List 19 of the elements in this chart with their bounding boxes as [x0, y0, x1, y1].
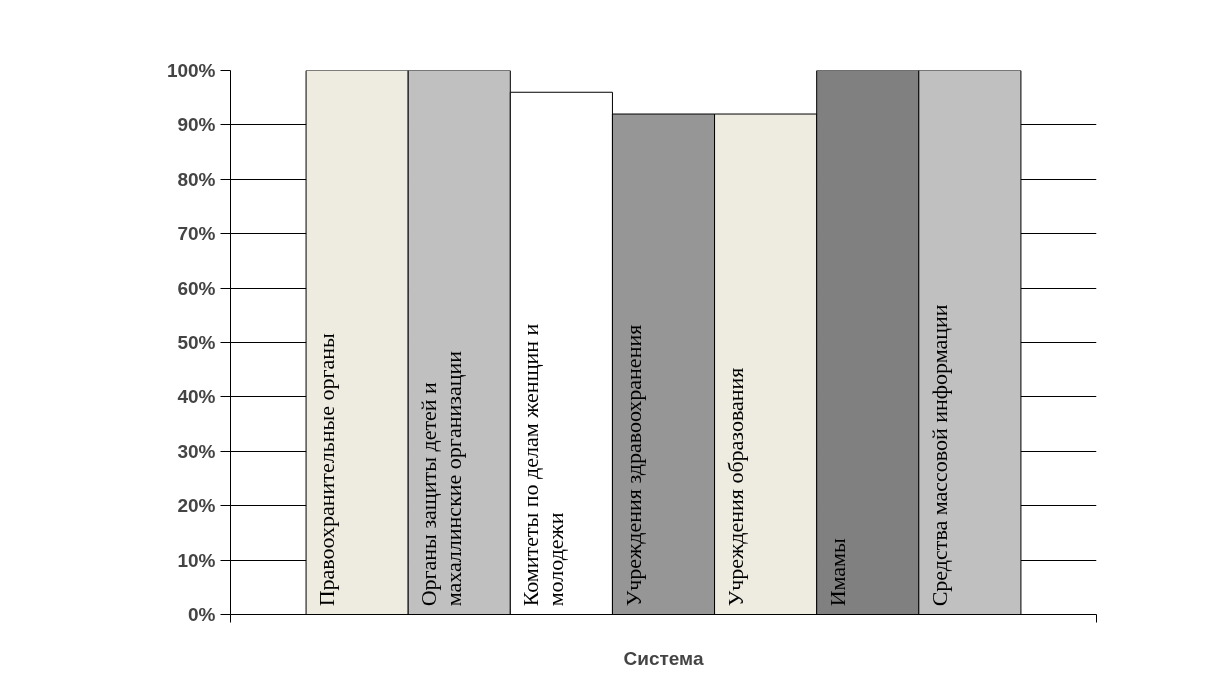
y-tick-label: 80%: [177, 168, 216, 190]
x-tick-label: Комитеты по делам женщин и молодежи: [518, 323, 569, 607]
x-tick-label: Учреждения образования: [722, 367, 748, 607]
y-tick-label: 70%: [177, 223, 216, 245]
y-tick-label: 40%: [177, 386, 216, 408]
x-tick-label: Правоохранительные органы: [314, 332, 340, 607]
y-tick-label: 50%: [177, 332, 216, 353]
y-tick-label: 10%: [177, 549, 216, 571]
y-tick-label: 30%: [177, 440, 216, 462]
x-axis-title: Система: [623, 647, 704, 669]
y-tick-label: 90%: [177, 114, 216, 136]
x-tick-label: Учреждения здравоохранения: [620, 324, 646, 607]
x-tick-label: Средства массовой информации: [926, 304, 952, 607]
x-tick-label: Органы защиты детей и махаллинские организации: [416, 350, 467, 607]
y-tick-label: 0%: [188, 604, 216, 625]
y-tick-label: 100%: [166, 60, 216, 81]
y-tick-label: 60%: [177, 277, 216, 299]
y-tick-label: 20%: [177, 495, 216, 517]
x-tick-label: Имамы: [824, 537, 850, 607]
